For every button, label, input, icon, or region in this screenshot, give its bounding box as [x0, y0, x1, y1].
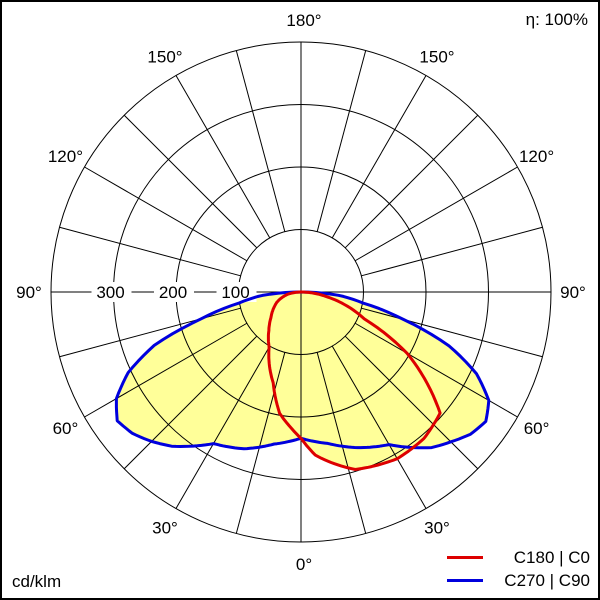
- grid-spoke-135: [123, 114, 258, 249]
- legend-swatch-c270-c90: [447, 579, 483, 582]
- grid-spoke-150: [175, 75, 271, 239]
- legend-label-c270-c90: C270 | C90: [504, 571, 590, 590]
- grid-spoke-75: [361, 307, 543, 358]
- grid-spoke-30: [175, 345, 271, 509]
- angle-label-right-120: 120°: [519, 147, 554, 166]
- grid-spoke-60: [354, 322, 518, 418]
- unit-label: cd/klm: [12, 572, 62, 591]
- angle-label-90: 90°: [16, 283, 42, 302]
- grid-spoke-15: [316, 352, 367, 534]
- angle-label-right-30: 30°: [424, 519, 450, 538]
- legend-label-c180-c0: C180 | C0: [513, 548, 590, 567]
- angle-label-60: 60°: [53, 419, 79, 438]
- radial-label-bg: [154, 282, 194, 302]
- angle-label-150: 150°: [147, 47, 182, 66]
- series-curve-c180-c0: [266, 290, 442, 471]
- grid-spoke-45: [344, 335, 479, 470]
- grid-spoke-165: [235, 50, 286, 232]
- angle-label-30: 30°: [152, 519, 178, 538]
- grid-spoke-105: [59, 226, 241, 277]
- efficiency-label: η: 100%: [525, 10, 588, 29]
- grid-spoke-150: [331, 75, 427, 239]
- grid-spoke-15: [235, 352, 286, 534]
- angle-label-180: 180°: [286, 11, 321, 30]
- radial-tick-label: 200: [159, 283, 187, 302]
- grid-spoke-165: [316, 50, 367, 232]
- radial-label-bg: [91, 282, 132, 302]
- angle-label-right-150: 150°: [419, 47, 454, 66]
- radial-tick-label: 100: [221, 283, 249, 302]
- grid-spoke-75: [59, 307, 241, 358]
- grid-spoke-30: [331, 345, 427, 509]
- series-fill-1: [268, 292, 441, 470]
- radial-tick-label: 300: [96, 283, 124, 302]
- radial-label-bg: [216, 282, 257, 302]
- grid-spoke-120: [354, 166, 518, 262]
- grid-spoke-120: [84, 166, 248, 262]
- angle-label-right-60: 60°: [524, 419, 550, 438]
- grid-spoke-45: [123, 335, 258, 470]
- angle-label-0: 0°: [296, 555, 312, 574]
- angle-label-120: 120°: [48, 147, 83, 166]
- angle-label-right-90: 90°: [560, 283, 586, 302]
- legend-swatch-c180-c0: [447, 556, 483, 559]
- grid-spoke-105: [361, 226, 543, 277]
- grid-spoke-60: [84, 322, 248, 418]
- grid-spoke-135: [344, 114, 479, 249]
